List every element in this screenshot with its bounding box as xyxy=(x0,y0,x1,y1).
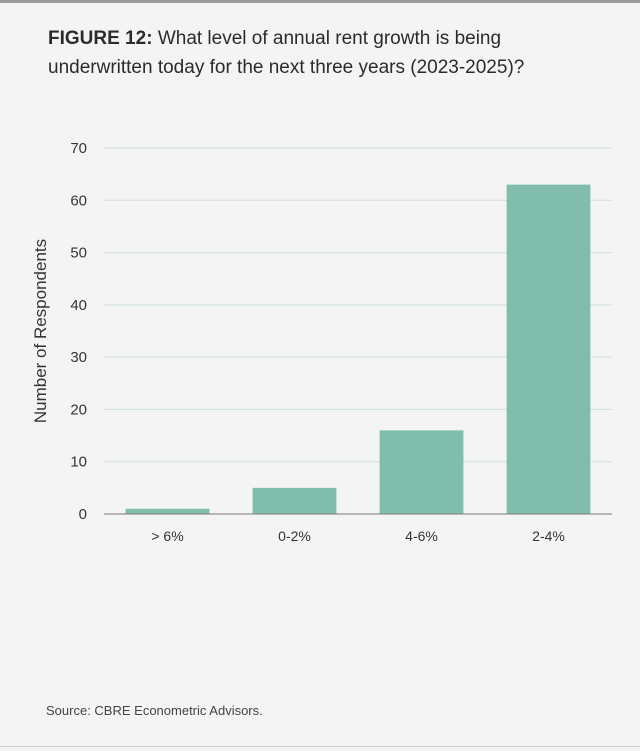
figure-question: What level of annual rent growth is bein… xyxy=(48,28,525,78)
bars xyxy=(125,184,591,514)
x-tick-label: 0-2% xyxy=(278,528,311,544)
bottom-rule xyxy=(0,746,640,747)
bar xyxy=(379,430,464,514)
y-axis-ticks: 0 10 20 30 40 50 60 70 xyxy=(70,140,87,523)
bar xyxy=(506,184,591,514)
bar xyxy=(252,487,337,514)
x-tick-label: 2-4% xyxy=(532,528,565,544)
y-axis-label: Number of Respondents xyxy=(31,239,50,423)
y-tick-label: 0 xyxy=(79,506,87,523)
y-tick-label: 20 xyxy=(70,401,87,418)
top-rule xyxy=(0,0,640,3)
source-note: Source: CBRE Econometric Advisors. xyxy=(46,703,263,718)
y-tick-label: 30 xyxy=(70,349,87,366)
figure-label: FIGURE 12: xyxy=(48,28,153,49)
y-tick-label: 40 xyxy=(70,297,87,314)
x-axis-ticks: > 6% 0-2% 4-6% 2-4% xyxy=(151,528,565,544)
figure-title: FIGURE 12: What level of annual rent gro… xyxy=(48,24,568,82)
x-tick-label: 4-6% xyxy=(405,528,438,544)
y-tick-label: 60 xyxy=(70,192,87,209)
x-tick-label: > 6% xyxy=(151,528,183,544)
y-tick-label: 10 xyxy=(70,454,87,471)
y-tick-label: 50 xyxy=(70,245,87,262)
y-tick-label: 70 xyxy=(70,140,87,157)
bar xyxy=(125,508,210,514)
